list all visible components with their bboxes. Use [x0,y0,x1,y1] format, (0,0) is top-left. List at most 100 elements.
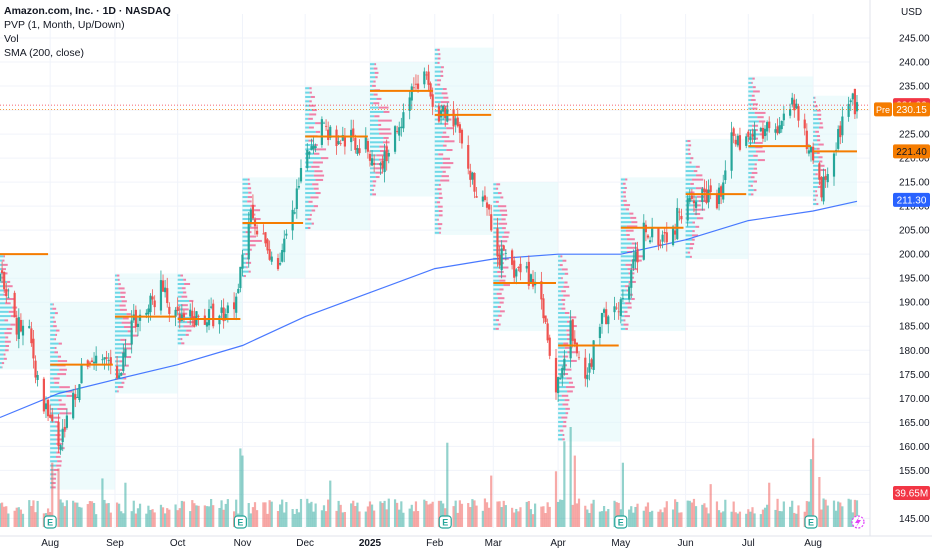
price-axis[interactable]: USD145.00150.00155.00160.00165.00170.001… [869,0,932,550]
volume-bar [164,513,167,527]
profile-row-up [620,221,632,224]
volume-bar [621,462,624,527]
profile-row-down [315,130,321,133]
candle-body [203,315,206,325]
candle-body [122,352,125,372]
legend-vol[interactable]: Vol [4,33,19,45]
volume-bar [350,503,353,527]
volume-bar [63,506,66,527]
volume-bar [563,441,566,527]
profile-row-up [620,199,624,202]
volume-bar [425,500,428,527]
candle-body [205,322,209,327]
profile-row-down [562,438,565,441]
volume-bar [13,510,16,527]
profile-row-down [625,302,632,305]
legend-sma[interactable]: SMA (200, close) [4,47,84,59]
candle-body [847,103,850,117]
profile-row-down [441,135,450,138]
legend-title[interactable]: Amazon.com, Inc. · 1D · NASDAQ [4,5,171,17]
volume-bar [78,506,81,527]
profile-row-up [620,251,628,254]
candle-body [837,129,840,149]
profile-row-down [564,281,568,284]
profile-row-up [369,102,374,105]
volume-bar [120,511,123,527]
profile-row-down [564,399,570,402]
candle-body [715,194,719,209]
candle-body [563,358,566,371]
candle-body [556,377,560,394]
profile-row-up [369,84,373,87]
candle-body [820,177,823,198]
legend-pvp[interactable]: PVP (1, Month, Up/Down) [4,19,125,31]
profile-row-down [247,196,253,199]
profile-row-down [695,165,700,168]
profile-row-down [247,200,252,203]
candle-body [812,146,815,161]
price-tick-label: 160.00 [899,442,930,453]
profile-row-down [623,195,626,198]
profile-row-down [562,303,565,306]
profile-row-down [696,217,704,220]
profile-row-up [434,127,447,130]
volume-bar [540,506,543,527]
profile-row-down [373,67,378,70]
volume-bar [132,500,135,527]
profile-row-up [748,184,751,187]
candle-body [354,137,357,150]
profile-row-up [685,208,694,211]
volume-bar [730,511,733,527]
profile-row-up [242,231,246,234]
candle-body [628,286,631,300]
candle-body [546,323,549,341]
profile-row-down [750,176,755,179]
profile-row-down [814,105,818,108]
volume-bar [615,502,618,527]
profile-row-down [52,307,57,310]
profile-row-down [376,154,386,157]
profile-row-down [3,357,7,360]
profile-row-up [748,141,755,144]
profile-row-up [177,304,182,307]
profile-row-down [440,101,450,104]
profile-row-up [434,201,437,204]
profile-row-up [685,187,696,190]
profile-row-down [312,109,317,112]
earnings-badge [614,515,628,529]
profile-row-down [65,390,73,393]
currency-label[interactable]: USD [901,7,922,18]
profile-row-up [558,429,561,432]
candle-body [291,209,294,231]
profile-row-down [120,308,127,311]
candle-body [149,295,152,313]
candle-body [86,360,89,367]
profile-row-down [624,187,627,190]
profile-row-up [434,175,442,178]
profile-row-down [123,377,127,380]
profile-row-up [493,327,496,330]
profile-row-down [444,122,449,125]
volume-bar [573,455,576,527]
profile-row-down [499,301,504,304]
volume-bar [680,512,683,527]
volume-bar [134,513,137,527]
volume-bar [665,501,668,527]
candle-body [164,287,167,293]
profile-row-up [620,212,630,215]
candles[interactable] [0,64,859,455]
profile-row-down [818,118,822,121]
profile-row-down [310,95,315,98]
volume-bar [515,508,518,527]
volume-bar [778,511,781,527]
volume-bar [285,502,288,527]
profile-row-down [560,255,563,258]
profile-row-down [116,274,120,277]
profile-row-up [369,193,373,196]
profile-row-up [493,323,499,326]
time-axis[interactable]: Aug Sep Oct Nov Dec 2025 Feb Mar Apr May Jun Jul Aug [0,535,932,550]
volume-bar [241,455,244,527]
profile-row-down [185,333,189,336]
